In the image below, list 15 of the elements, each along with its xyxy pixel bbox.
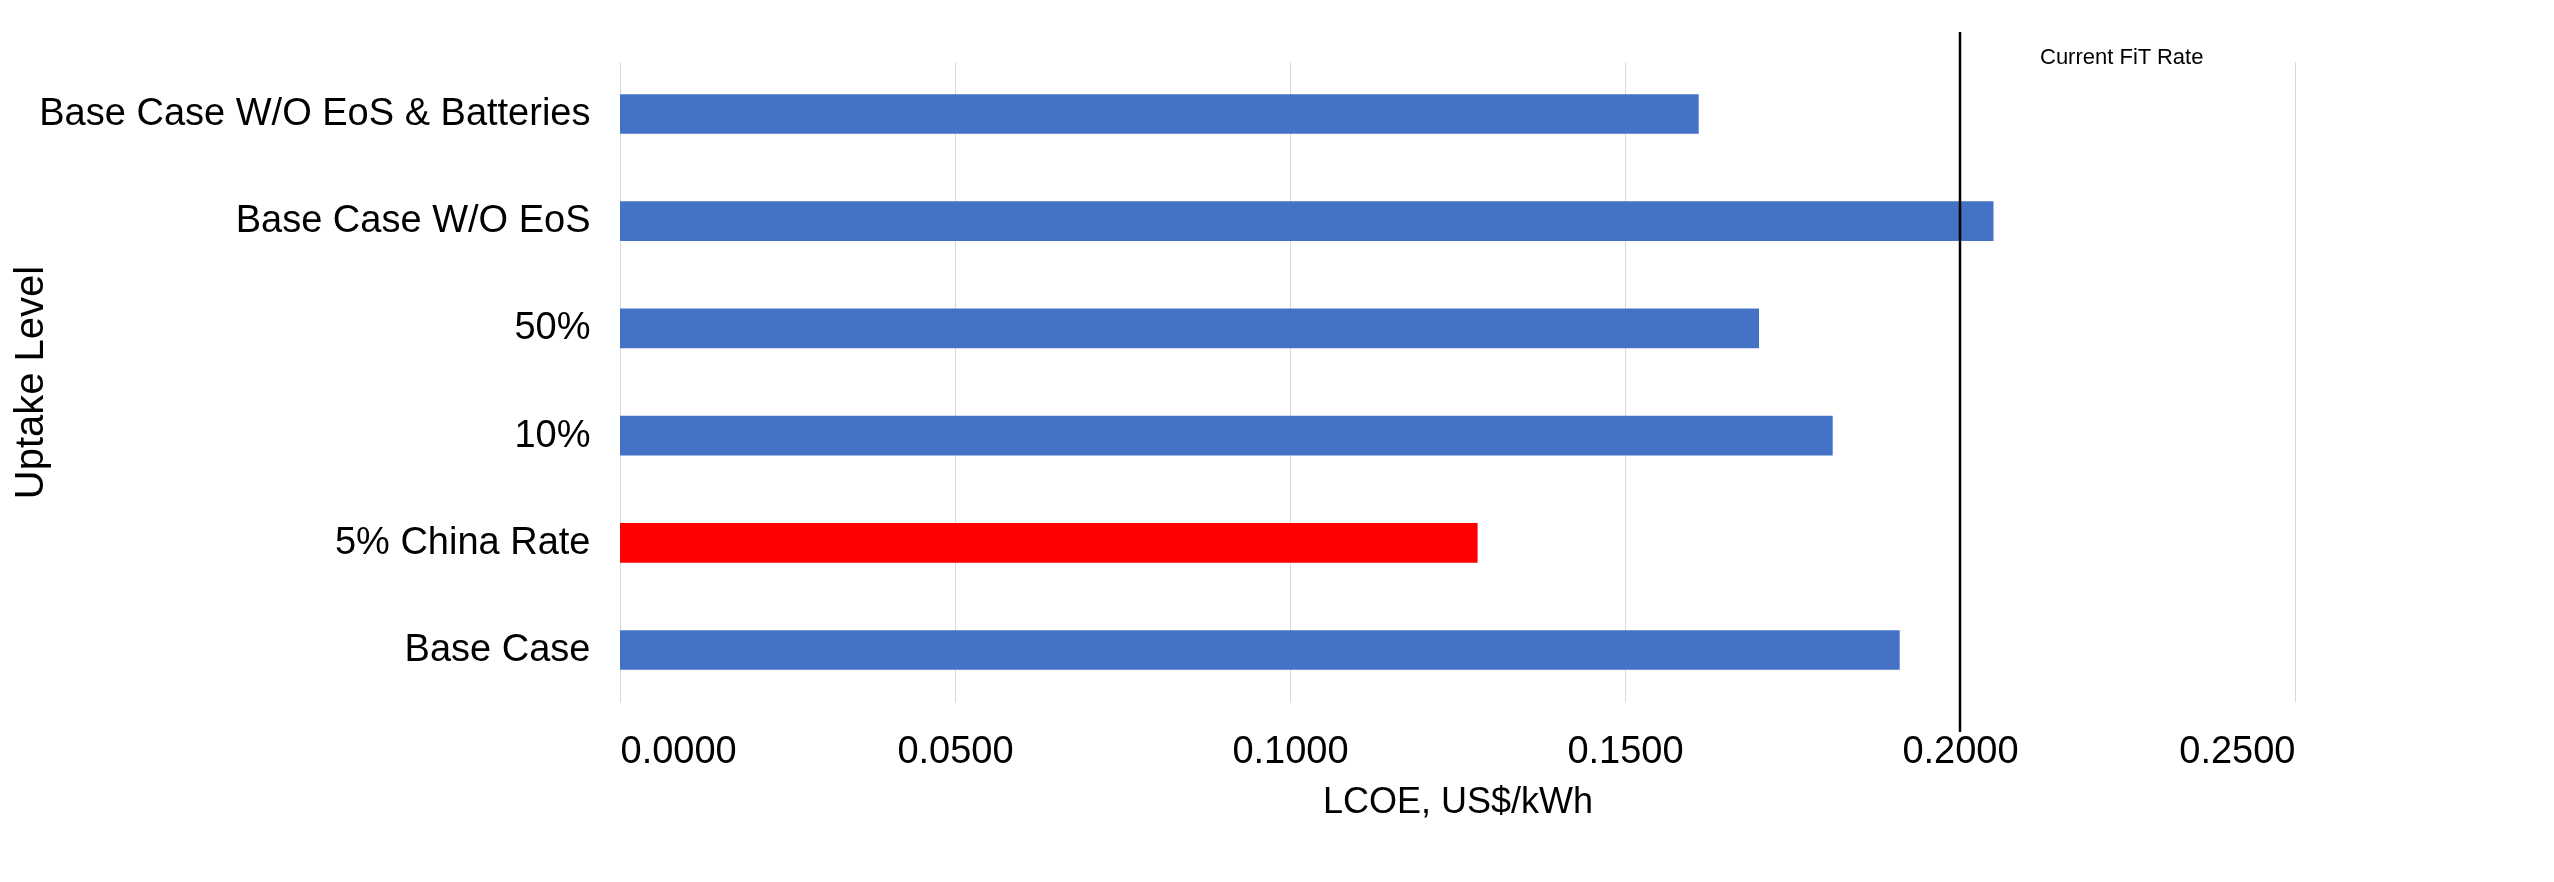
x-tick-label: 0.1000 [1232, 728, 1349, 771]
y-tick-label: Base Case W/O EoS [235, 198, 591, 241]
y-tick-label: 10% [514, 412, 591, 455]
x-tick-label: 0.2000 [1902, 728, 2019, 771]
x-tick-label: 0.1500 [1567, 728, 1684, 771]
y-tick-label: 50% [514, 305, 591, 348]
y-axis-title: Uptake Level [6, 265, 51, 500]
x-tick-label: 0.0500 [897, 728, 1014, 771]
y-tick-label: Base Case W/O EoS & Batteries [39, 90, 591, 133]
y-tick-label: Base Case [404, 627, 591, 670]
x-tick-label: 0.0000 [620, 728, 737, 771]
ref-line-label: Current FiT Rate [2040, 44, 2204, 69]
y-tick-label: 5% China Rate [334, 519, 591, 562]
x-tick-label: 0.2500 [2179, 728, 2296, 771]
x-axis-title: LCOE, US$/kWh [1322, 779, 1594, 821]
